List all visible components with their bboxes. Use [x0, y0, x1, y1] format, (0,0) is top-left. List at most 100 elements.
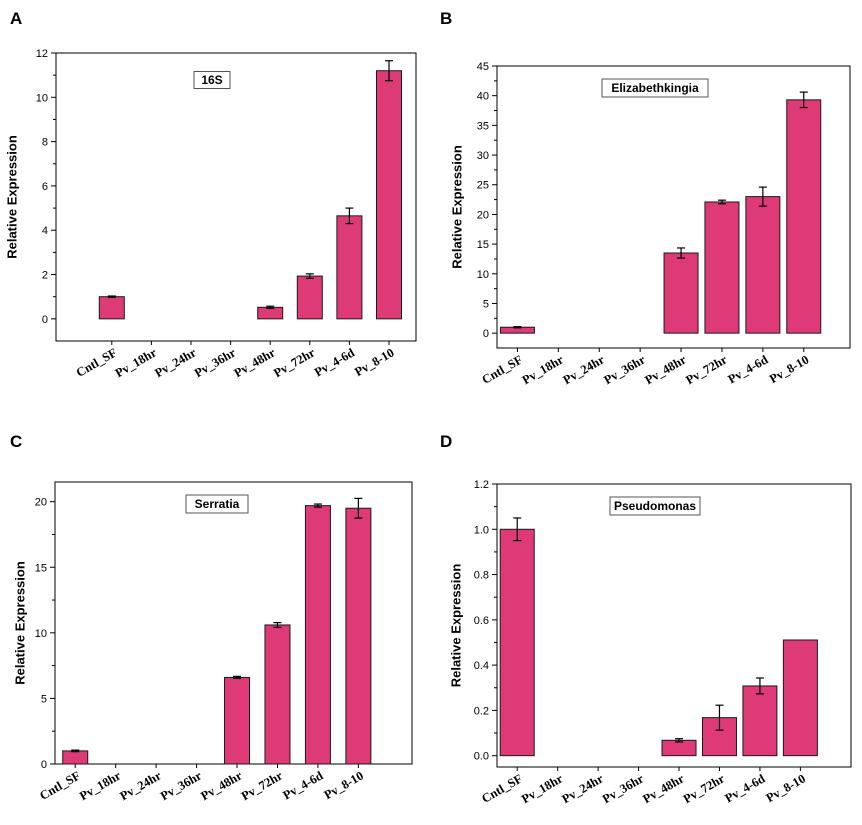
- y-axis-title: Relative Expression: [13, 561, 28, 685]
- x-category-label: Pv_48hr: [232, 345, 278, 380]
- y-tick-label: 5: [41, 693, 47, 705]
- chart-title-box: [609, 496, 701, 516]
- plot-frame: [55, 52, 417, 342]
- y-tick-label: 30: [477, 150, 489, 162]
- y-tick-label: 0.2: [474, 705, 489, 717]
- error-bar: [755, 677, 764, 695]
- error-bar: [233, 675, 242, 680]
- chart-title: 16S: [201, 73, 222, 87]
- error-bar: [758, 186, 767, 207]
- error-bar: [385, 60, 393, 82]
- error-bar: [513, 326, 522, 329]
- chart-title-box: [185, 494, 249, 514]
- y-tick-label: 35: [477, 120, 489, 132]
- x-category-label: Pv_24hr: [118, 768, 164, 803]
- chart-title: Pseudomonas: [614, 499, 696, 513]
- x-category-label: Pv_36hr: [600, 771, 646, 806]
- chart-title: Elizabethkingia: [611, 81, 699, 95]
- plot-frame: [496, 483, 852, 768]
- x-category-label: Cntl_SF: [479, 352, 525, 387]
- y-tick-label: 40: [477, 91, 489, 103]
- chart-panel-d: D 0.0 0.2 0.4 0.6 0.8 1.0 1.2 Cntl_SFPv_18hrPv_2…: [440, 432, 852, 806]
- error-bar: [799, 91, 808, 109]
- error-bar: [345, 207, 354, 225]
- y-tick-label: 1.0: [474, 524, 489, 536]
- panel-letter: A: [10, 9, 22, 28]
- y-tick-label: 0.0: [474, 751, 489, 763]
- x-category-label: Pv_48hr: [198, 768, 244, 803]
- y-axis-title: Relative Expression: [450, 145, 465, 269]
- error-bar: [715, 704, 724, 731]
- x-category-label: Pv_72hr: [683, 352, 729, 387]
- error-bar: [677, 247, 686, 259]
- error-bar: [305, 273, 314, 279]
- chart-title-box: [193, 71, 231, 89]
- y-tick-label: 20: [477, 209, 489, 221]
- bar-pv-48hr: [663, 252, 699, 334]
- bar-pv-4-6d: [745, 196, 781, 334]
- x-category-label: Pv_18hr: [77, 768, 123, 803]
- x-category-label: Pv_8-10: [352, 345, 396, 379]
- error-bar: [273, 622, 282, 628]
- error-bar: [675, 738, 684, 743]
- y-tick-label: 1.2: [474, 479, 489, 491]
- x-category-label: Pv_4-6d: [725, 352, 770, 386]
- x-category-label: Pv_48hr: [640, 771, 686, 806]
- bar-pv-48hr: [661, 739, 697, 757]
- y-tick-label: 10: [477, 269, 489, 281]
- y-tick-label: 0.4: [474, 660, 489, 672]
- bar-pv-8-10: [786, 99, 822, 334]
- y-tick-label: 4: [42, 225, 48, 237]
- y-tick-label: 45: [477, 61, 489, 73]
- bar-pv-8-10: [782, 639, 818, 757]
- x-category-label: Cntl_SF: [37, 768, 83, 803]
- error-bar: [717, 199, 726, 205]
- y-tick-label: 0.6: [474, 615, 489, 627]
- error-bar: [71, 749, 80, 753]
- y-tick-label: 6: [42, 181, 48, 193]
- x-category-label: Pv_18hr: [519, 771, 565, 806]
- bar-pv-4-6d: [336, 215, 363, 320]
- y-axis-title: Relative Expression: [449, 564, 464, 688]
- x-category-label: Pv_48hr: [642, 352, 688, 387]
- y-tick-label: 10: [35, 628, 47, 640]
- x-category-label: Pv_36hr: [192, 345, 238, 380]
- bar-pv-72hr: [264, 624, 291, 765]
- y-tick-label: 15: [35, 562, 47, 574]
- bar-pv-48hr: [257, 306, 284, 320]
- x-category-label: Pv_24hr: [560, 771, 606, 806]
- x-category-label: Pv_8-10: [764, 771, 808, 805]
- y-tick-label: 25: [477, 180, 489, 192]
- chart-title: Serratia: [195, 497, 240, 511]
- x-category-label: Pv_8-10: [322, 768, 366, 802]
- bar-pv-72hr: [704, 201, 740, 334]
- panel-letter: C: [10, 432, 22, 451]
- y-tick-label: 0.8: [474, 570, 489, 582]
- panel-letter: D: [440, 432, 452, 451]
- y-axis-title: Relative Expression: [5, 135, 20, 259]
- x-category-label: Pv_18hr: [113, 345, 159, 380]
- x-category-label: Pv_36hr: [158, 768, 204, 803]
- panel-letter: B: [440, 9, 452, 28]
- y-tick-label: 12: [36, 48, 48, 60]
- x-category-label: Cntl_SF: [479, 771, 525, 806]
- bar-pv-8-10: [345, 507, 372, 765]
- y-tick-label: 0: [42, 314, 48, 326]
- bar-pv-4-6d: [304, 505, 331, 765]
- x-category-label: Pv_4-6d: [723, 771, 768, 805]
- y-tick-label: 5: [483, 298, 489, 310]
- x-category-label: Pv_18hr: [520, 352, 566, 387]
- x-category-label: Pv_24hr: [561, 352, 607, 387]
- x-category-label: Pv_4-6d: [281, 768, 326, 802]
- x-category-label: Pv_72hr: [271, 345, 317, 380]
- x-category-label: Pv_4-6d: [312, 345, 357, 379]
- y-tick-label: 0: [483, 328, 489, 340]
- y-tick-label: 15: [477, 239, 489, 251]
- y-tick-label: 20: [35, 497, 47, 509]
- bar-pv-4-6d: [742, 685, 778, 757]
- x-category-label: Pv_72hr: [681, 771, 727, 806]
- bar-pv-8-10: [376, 70, 402, 320]
- error-bar: [354, 497, 363, 519]
- bar-pv-72hr: [296, 275, 323, 320]
